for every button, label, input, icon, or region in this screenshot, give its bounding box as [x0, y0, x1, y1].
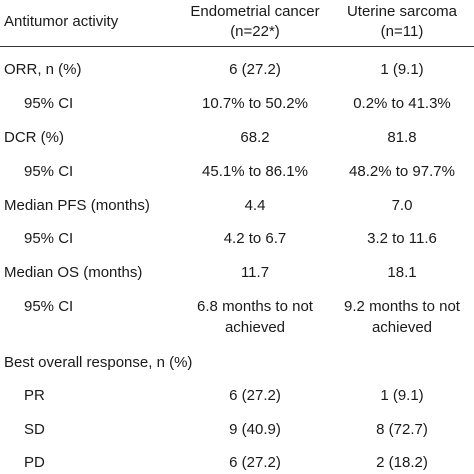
row-label: 95% CI	[24, 230, 74, 247]
row-value-uterine: 1 (9.1)	[380, 61, 424, 78]
header-uterine-n: (n=11)	[380, 23, 424, 40]
row-value-uterine: 3.2 to 11.6	[367, 230, 437, 247]
row-label: Median OS (months)	[4, 264, 143, 281]
row-value-endometrial: 11.7	[240, 264, 270, 281]
row-value-endometrial: 6 (27.2)	[229, 387, 281, 404]
header-endometrial-n: (n=22*)	[230, 23, 280, 40]
row-value-endometrial: 45.1% to 86.1%	[202, 163, 308, 180]
row-value-endometrial: achieved	[224, 319, 286, 336]
row-label: 95% CI	[24, 163, 74, 180]
row-value-uterine: 1 (9.1)	[380, 387, 424, 404]
row-label: Median PFS (months)	[4, 197, 150, 214]
row-label: ORR, n (%)	[4, 61, 82, 78]
section-label: Best overall response, n (%)	[4, 354, 193, 371]
header-divider	[0, 46, 474, 47]
row-label: 95% CI	[24, 298, 74, 315]
row-value-endometrial: 68.2	[240, 129, 270, 146]
row-value-uterine: 7.0	[391, 197, 413, 214]
row-value-endometrial: 6 (27.2)	[229, 61, 281, 78]
row-value-uterine: 8 (72.7)	[376, 421, 428, 438]
row-value-uterine: 48.2% to 97.7%	[349, 163, 455, 180]
header-uterine-sarcoma: Uterine sarcoma	[346, 3, 458, 20]
row-value-uterine: 0.2% to 41.3%	[353, 95, 451, 112]
row-label: PR	[24, 387, 45, 404]
row-label: SD	[24, 421, 45, 438]
row-label: 95% CI	[24, 95, 74, 112]
row-value-uterine: achieved	[371, 319, 433, 336]
header-endometrial-cancer: Endometrial cancer	[190, 3, 320, 20]
row-value-endometrial: 4.2 to 6.7	[223, 230, 287, 247]
header-antitumor-activity: Antitumor activity	[4, 13, 119, 30]
row-value-uterine: 2 (18.2)	[376, 454, 428, 471]
row-value-endometrial: 6 (27.2)	[229, 454, 281, 471]
row-label: PD	[24, 454, 45, 471]
row-value-uterine: 81.8	[387, 129, 417, 146]
row-value-endometrial: 10.7% to 50.2%	[202, 95, 308, 112]
row-value-uterine: 18.1	[387, 264, 417, 281]
row-label: DCR (%)	[4, 129, 64, 146]
row-value-endometrial: 4.4	[244, 197, 266, 214]
row-value-endometrial: 9 (40.9)	[229, 421, 281, 438]
row-value-endometrial: 6.8 months to not	[197, 298, 313, 315]
row-value-uterine: 9.2 months to not	[344, 298, 460, 315]
